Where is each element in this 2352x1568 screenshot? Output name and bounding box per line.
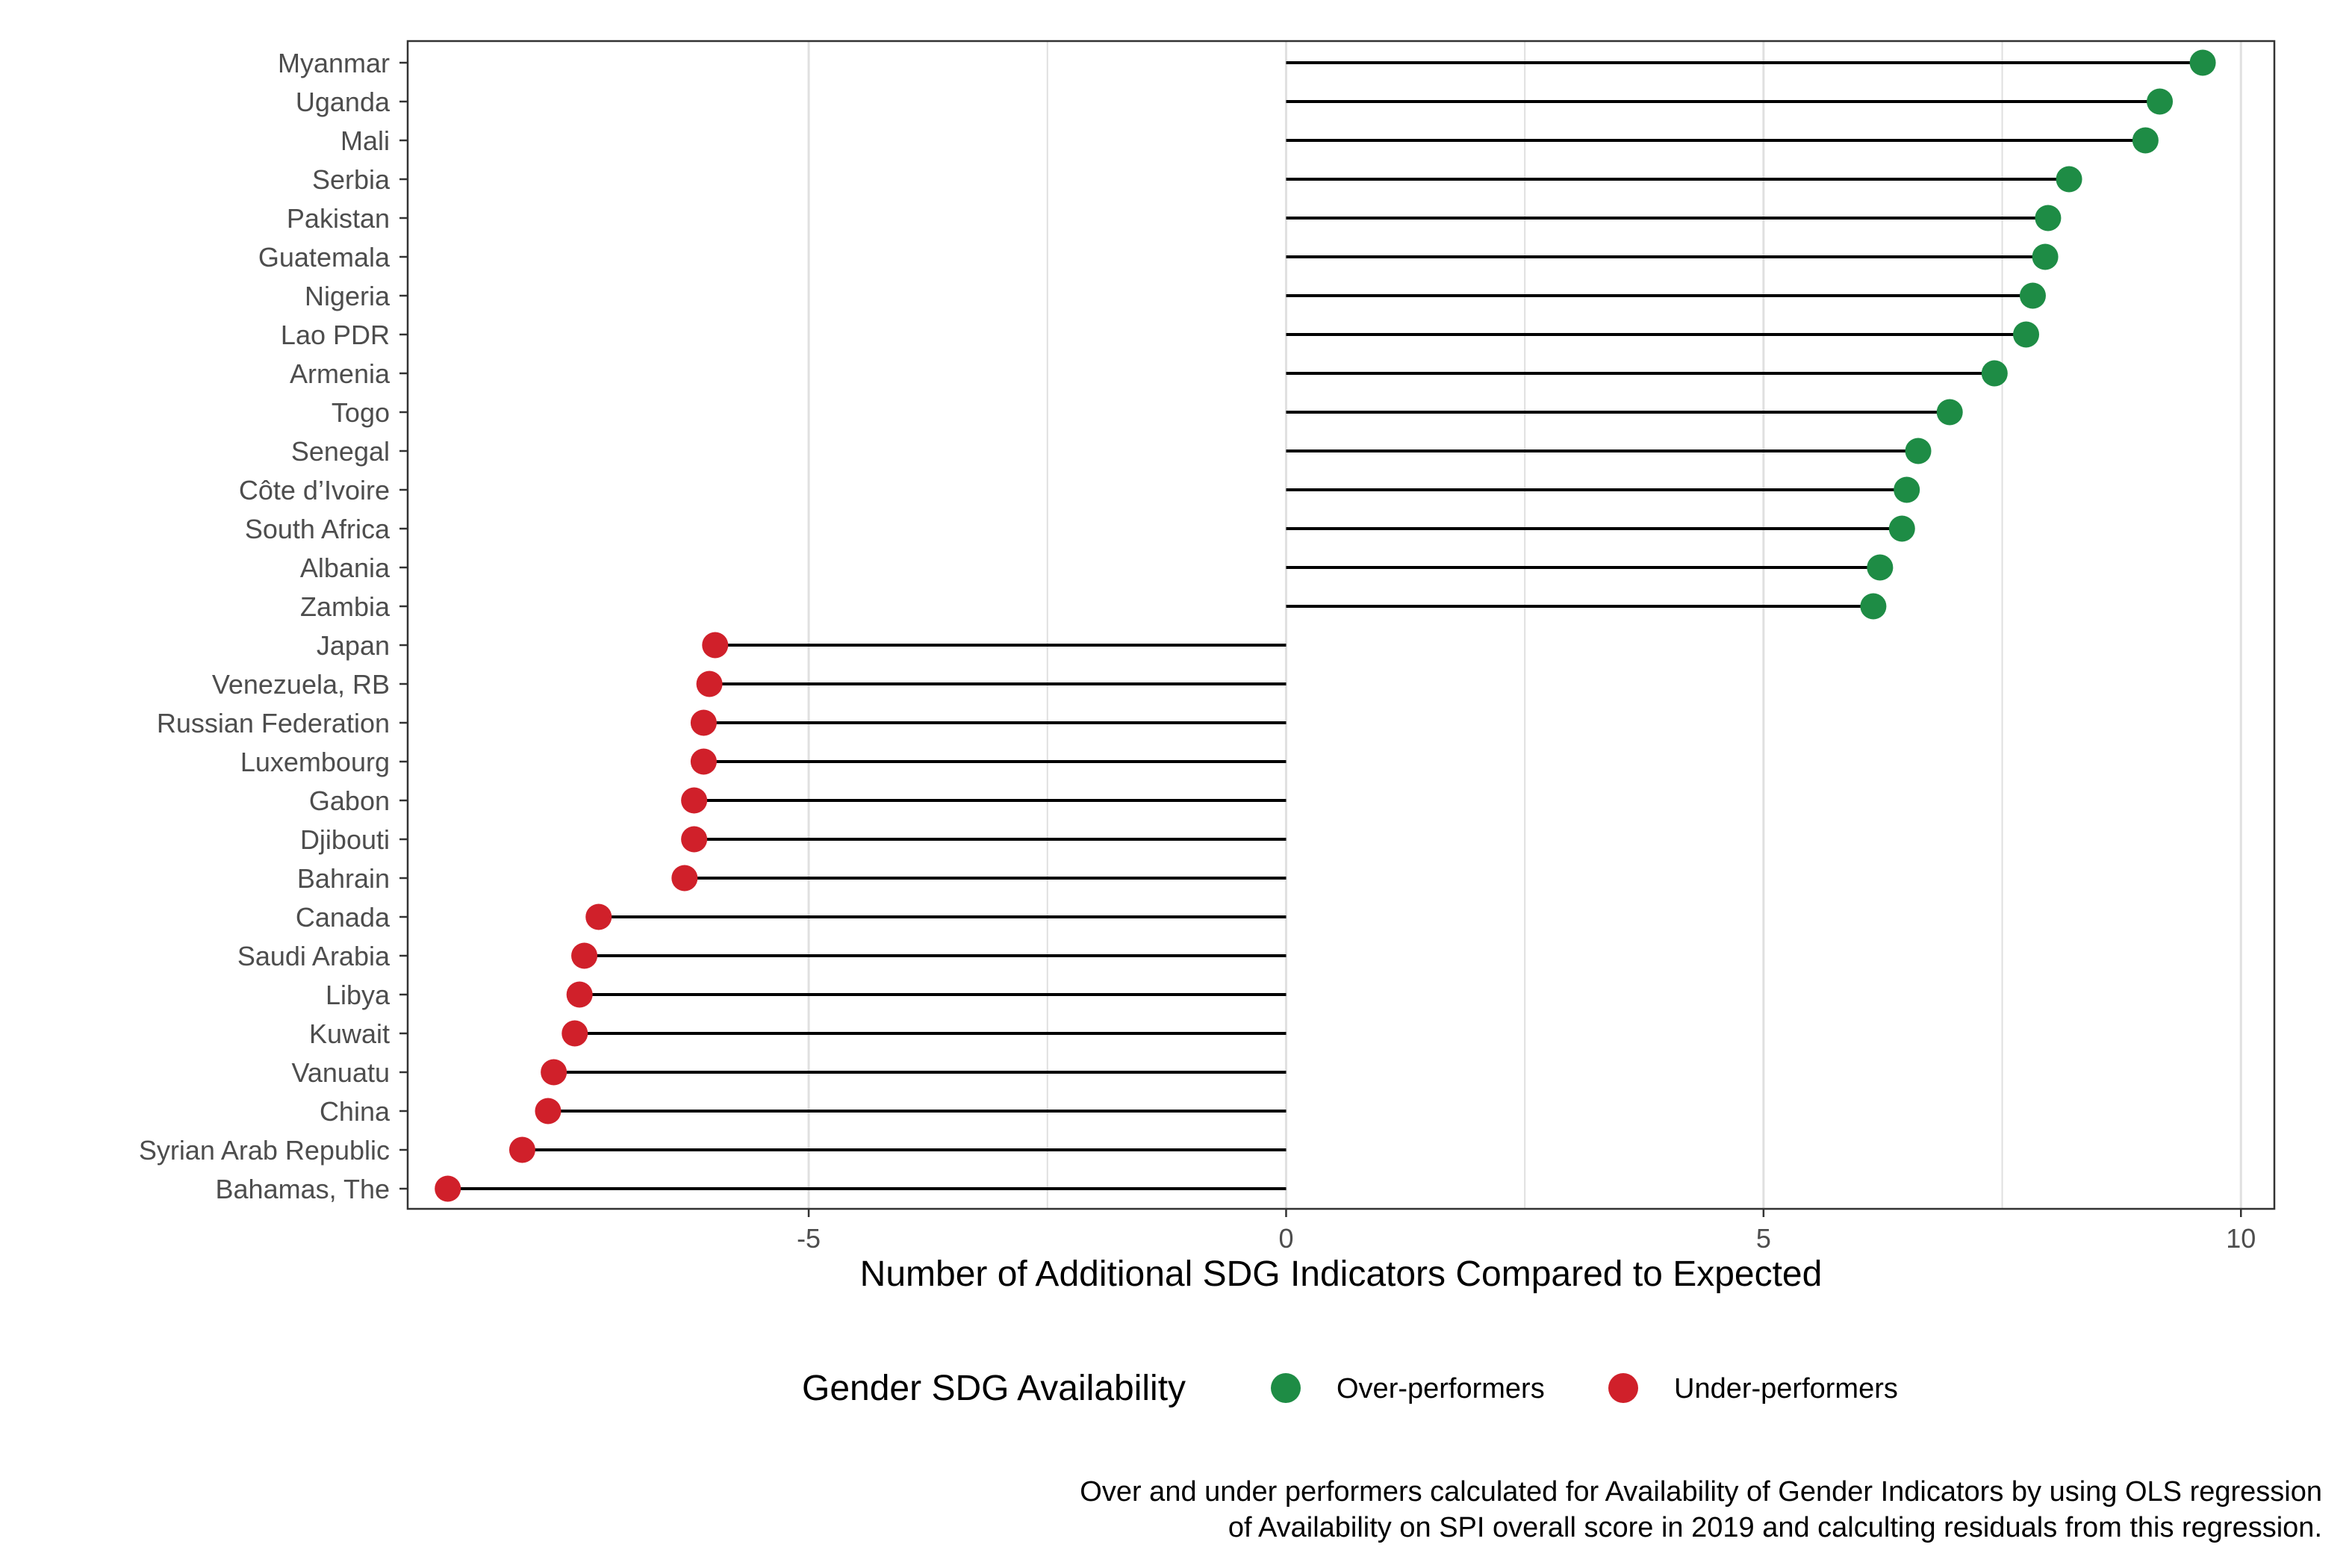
point-1: [2147, 88, 2174, 115]
y-tick-label: Lao PDR: [281, 320, 390, 350]
y-tick-label: Armenia: [290, 358, 391, 389]
y-tick-label: Venezuela, RB: [212, 669, 390, 700]
y-tick-label: Canada: [296, 902, 391, 933]
y-tick-label: Pakistan: [287, 203, 390, 234]
point-2: [2132, 127, 2159, 154]
point-20: [681, 826, 708, 853]
y-tick-label: Syrian Arab Republic: [139, 1135, 390, 1166]
point-5: [2032, 243, 2059, 270]
point-26: [541, 1059, 567, 1086]
y-tick-label: Luxembourg: [240, 747, 390, 777]
y-tick-label: Myanmar: [278, 48, 390, 78]
legend-swatch-under-performers: [1608, 1373, 1638, 1403]
point-16: [696, 671, 723, 697]
point-21: [671, 865, 698, 892]
y-tick-label: Albania: [300, 553, 391, 583]
x-axis-title: Number of Additional SDG Indicators Comp…: [860, 1254, 1823, 1294]
point-15: [702, 632, 729, 659]
y-tick-label: Libya: [326, 980, 391, 1010]
y-tick-label: Togo: [332, 397, 390, 428]
point-24: [566, 981, 593, 1008]
x-tick-label: -5: [797, 1223, 821, 1254]
y-tick-label: Nigeria: [305, 281, 391, 311]
panel-border: [406, 40, 2276, 1210]
stem-layer: [447, 61, 2203, 1190]
point-12: [1888, 515, 1915, 542]
y-tick-label: Japan: [317, 630, 390, 661]
y-tick-label: Bahrain: [297, 863, 390, 894]
caption: Over and under performers calculated for…: [1080, 1476, 2322, 1543]
point-17: [690, 709, 717, 736]
x-tick-label: 0: [1278, 1223, 1293, 1254]
caption-line-1: Over and under performers calculated for…: [1080, 1476, 2322, 1508]
y-tick-label: South Africa: [245, 514, 391, 544]
point-0: [2189, 49, 2216, 76]
legend-label-over-performers: Over-performers: [1337, 1373, 1545, 1404]
y-tick-label: Vanuatu: [292, 1057, 390, 1088]
y-axis: Myanmar Uganda Mali Serbia Pakistan Guatemala…: [139, 48, 408, 1204]
y-tick-label: Saudi Arabia: [237, 941, 391, 971]
point-13: [1867, 554, 1894, 581]
y-tick-label: Mali: [340, 125, 390, 156]
legend-label-under-performers: Under-performers: [1674, 1373, 1898, 1404]
point-22: [585, 903, 612, 930]
y-tick-label: Bahamas, The: [216, 1174, 390, 1204]
y-tick-label: Côte d’Ivoire: [239, 475, 390, 505]
point-10: [1905, 438, 1932, 464]
point-23: [571, 942, 598, 969]
point-11: [1894, 476, 1920, 503]
point-4: [2035, 205, 2062, 231]
point-8: [1981, 360, 2008, 387]
point-29: [435, 1175, 461, 1202]
y-tick-label: Russian Federation: [157, 708, 390, 738]
x-tick-label: 10: [2226, 1223, 2256, 1254]
point-9: [1936, 399, 1963, 426]
y-tick-label: Gabon: [309, 785, 390, 816]
y-tick-label: Serbia: [312, 164, 391, 195]
caption-line-2: of Availability on SPI overall score in …: [1228, 1512, 2322, 1543]
point-27: [535, 1098, 561, 1124]
point-25: [561, 1020, 588, 1047]
y-tick-label: Guatemala: [258, 242, 391, 273]
legend-swatch-over-performers: [1271, 1373, 1301, 1403]
point-18: [690, 748, 717, 775]
point-28: [508, 1136, 535, 1163]
point-3: [2056, 166, 2082, 193]
dot-layer: [435, 49, 2216, 1202]
y-tick-label: Uganda: [296, 87, 391, 117]
legend: Gender SDG Availability Over-performers …: [802, 1369, 1898, 1408]
x-tick-label: 5: [1756, 1223, 1771, 1254]
point-14: [1860, 593, 1887, 620]
y-tick-label: Kuwait: [309, 1018, 390, 1049]
grid-layer: [807, 41, 2242, 1209]
legend-title: Gender SDG Availability: [802, 1369, 1186, 1408]
y-tick-label: Senegal: [291, 436, 390, 467]
point-6: [2019, 282, 2046, 309]
y-tick-label: China: [320, 1096, 391, 1127]
y-tick-label: Djibouti: [300, 824, 390, 855]
point-19: [681, 787, 708, 814]
x-axis: -5 0 5 10: [797, 1209, 2256, 1254]
point-7: [2013, 321, 2040, 348]
y-tick-label: Zambia: [300, 591, 391, 622]
